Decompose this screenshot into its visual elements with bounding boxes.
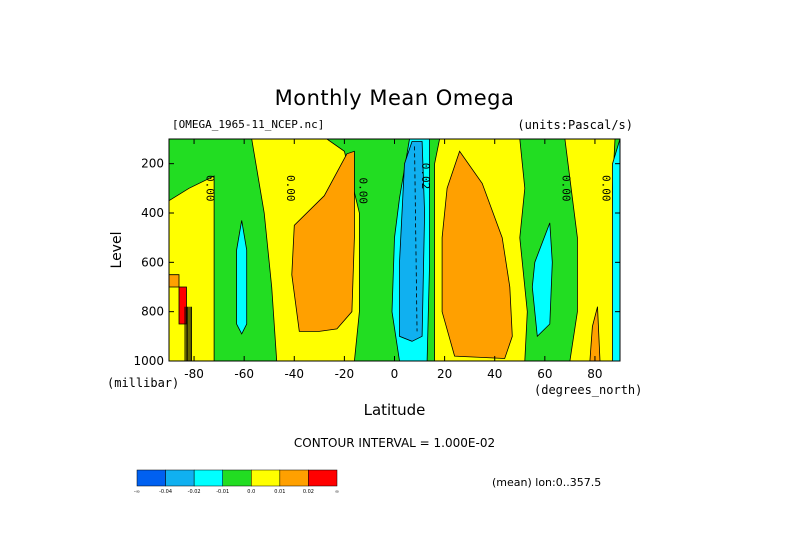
region-orange-north-polar	[589, 306, 601, 361]
contour-label: 0.00	[600, 175, 613, 202]
x-tick-label: -80	[184, 367, 204, 381]
region-yellow-north-polar	[564, 139, 616, 361]
colorbar-label: 0.0	[247, 489, 255, 495]
region-cyan-north	[531, 222, 553, 338]
colorbar-swatch	[136, 469, 166, 487]
colorbar-swatch	[308, 469, 338, 487]
y-tick-label: 400	[141, 206, 164, 220]
plot-frame	[168, 138, 621, 362]
colorbar-swatch	[165, 469, 195, 487]
contour-label: 0.00	[356, 178, 369, 205]
y-tick-label: 600	[141, 255, 164, 269]
x-tick-label: 60	[537, 367, 552, 381]
x-axis-units: (degrees_north)	[534, 383, 643, 397]
filled-contours	[169, 139, 620, 361]
contour-label: 0.00	[284, 175, 297, 202]
colorbar-swatch	[193, 469, 223, 487]
colorbar-label: -0.01	[216, 489, 229, 495]
region-orange-south-mid	[291, 150, 355, 332]
mean-label: (mean) lon:0..357.5	[492, 476, 602, 489]
region-cyan-south	[236, 220, 248, 335]
colorbar-swatch	[222, 469, 252, 487]
axis-ticks: -80 -60 -40 -20 0 20 40 60 80 200 400 600 800 1000	[133, 139, 620, 381]
y-tick-label: 200	[141, 157, 164, 171]
x-tick-label: 40	[487, 367, 502, 381]
x-tick-label: -40	[284, 367, 304, 381]
region-orange-south-edge	[169, 274, 180, 288]
colorbar-label: 0.01	[274, 489, 285, 495]
colorbar-label: -0.04	[159, 489, 172, 495]
region-cyan-north-edge	[612, 139, 620, 361]
contour-label: 0.00	[204, 175, 217, 202]
x-tick-label: -20	[335, 367, 355, 381]
dashed-contour-line	[414, 146, 418, 332]
y-tick-label: 800	[141, 305, 164, 319]
chart-title: Monthly Mean Omega	[274, 86, 515, 110]
colorbar-swatch	[279, 469, 309, 487]
contour-label: 0.00	[559, 175, 572, 202]
x-tick-label: 20	[437, 367, 452, 381]
colorbar: -∞ -0.04 -0.02 -0.01 0.0 0.01 0.02 ∞	[134, 469, 339, 495]
units-label: (units:Pascal/s)	[517, 118, 633, 132]
contour-interval-label: CONTOUR INTERVAL = 1.000E-02	[293, 436, 496, 450]
colorbar-swatch	[251, 469, 281, 487]
x-tick-label: -60	[234, 367, 254, 381]
y-axis-label: Level	[109, 232, 125, 269]
colorbar-label: -0.02	[188, 489, 201, 495]
y-axis-units: (millibar)	[107, 376, 180, 390]
region-blue-equator	[399, 141, 426, 342]
x-tick-label: 0	[391, 367, 399, 381]
colorbar-label: 0.02	[303, 489, 314, 495]
colorbar-label: ∞	[335, 489, 339, 495]
contour-label: 0.02	[419, 163, 432, 190]
file-label: [OMEGA_1965-11_NCEP.nc]	[172, 118, 325, 131]
region-orange-tropical-north	[441, 150, 513, 359]
y-tick-label: 1000	[133, 354, 164, 368]
x-tick-label: 80	[587, 367, 602, 381]
colorbar-label: -∞	[134, 489, 140, 495]
x-axis-label: Latitude	[363, 401, 426, 419]
contour-labels: 0.00 0.00 0.00 0.02 0.00 0.00	[204, 163, 613, 204]
